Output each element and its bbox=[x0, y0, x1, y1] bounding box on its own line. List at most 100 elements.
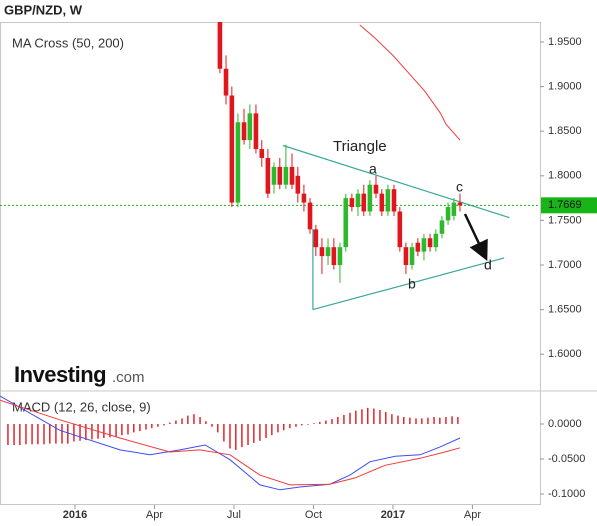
last-price-box bbox=[541, 197, 597, 214]
histogram-bar bbox=[283, 423, 285, 431]
arrow bbox=[463, 213, 488, 262]
annotation: d bbox=[484, 257, 492, 273]
histogram-bar bbox=[385, 412, 387, 424]
y-tick-label: 1.9000 bbox=[548, 80, 582, 92]
axes: 1.9500 1.9000 1.8500 1.8000 1.7500 1.7000 1.65… bbox=[63, 36, 597, 521]
histogram-bar bbox=[301, 423, 303, 426]
candle-body bbox=[433, 233, 439, 248]
histogram-bar bbox=[73, 423, 75, 442]
histogram-bar bbox=[121, 423, 123, 436]
histogram-bar bbox=[391, 414, 393, 424]
histogram-bar bbox=[271, 423, 273, 436]
candle-body bbox=[331, 247, 337, 266]
logo: Investing bbox=[14, 362, 106, 387]
y-tick-label: -0.1000 bbox=[548, 488, 585, 500]
histogram-bar bbox=[433, 416, 435, 424]
histogram-bar bbox=[217, 423, 219, 433]
histogram-bar bbox=[451, 416, 453, 424]
histogram-bar bbox=[247, 423, 249, 445]
plot-frame bbox=[0, 22, 541, 505]
histogram-bar bbox=[397, 415, 399, 424]
y-tick-label: 1.7000 bbox=[548, 259, 582, 271]
histogram-bar bbox=[85, 423, 87, 441]
candle-body bbox=[415, 242, 421, 252]
candle-body bbox=[385, 189, 391, 212]
candle-body bbox=[259, 149, 265, 158]
histogram-bar bbox=[373, 408, 375, 424]
histogram-bar bbox=[163, 423, 165, 426]
histogram-bar bbox=[151, 423, 153, 429]
candle-body bbox=[271, 166, 277, 185]
candle-body bbox=[403, 247, 409, 266]
y-tick-label: -0.0500 bbox=[548, 453, 585, 465]
histogram-bar bbox=[7, 423, 9, 445]
histogram-bar bbox=[193, 414, 195, 424]
x-tick-label: Apr bbox=[464, 509, 481, 521]
x-tick-label: 2016 bbox=[63, 509, 87, 521]
histogram-bar bbox=[445, 416, 447, 424]
price-panel bbox=[0, 22, 540, 311]
histogram-bar bbox=[181, 418, 183, 424]
histogram-bar bbox=[31, 423, 33, 445]
histogram-bar bbox=[139, 423, 141, 431]
candle-body bbox=[421, 238, 427, 252]
candle-body bbox=[349, 198, 355, 208]
histogram-bar bbox=[379, 409, 381, 424]
trendline bbox=[282, 144, 510, 219]
candle-body bbox=[379, 193, 385, 212]
signal-line bbox=[0, 399, 461, 486]
chart-title: GBP/NZD, W bbox=[4, 2, 83, 17]
annotation: c bbox=[456, 179, 463, 195]
candle-body bbox=[457, 202, 463, 206]
histogram-bar bbox=[199, 416, 201, 424]
histogram-bar bbox=[67, 423, 69, 444]
panel-label: MACD (12, 26, close, 9) bbox=[12, 399, 151, 414]
histogram-bar bbox=[19, 423, 21, 445]
candle-body bbox=[277, 166, 283, 185]
candle-body bbox=[325, 247, 331, 257]
histogram-bar bbox=[127, 423, 129, 435]
histogram-bar bbox=[331, 419, 333, 424]
candle-body bbox=[337, 247, 343, 266]
histogram-bar bbox=[133, 423, 135, 433]
candle-body bbox=[313, 229, 319, 248]
y-tick-label: 1.6000 bbox=[548, 348, 582, 360]
histogram-bar bbox=[343, 414, 345, 424]
x-tick-label: Jul bbox=[227, 509, 241, 521]
macd-line bbox=[0, 395, 461, 491]
histogram-bar bbox=[241, 423, 243, 448]
histogram-bar bbox=[421, 418, 423, 424]
histogram-bar bbox=[103, 423, 105, 438]
histogram-bar bbox=[403, 416, 405, 424]
histogram-bar bbox=[277, 423, 279, 433]
candle-body bbox=[367, 184, 373, 212]
candle-body bbox=[397, 211, 403, 248]
histogram-bar bbox=[259, 423, 261, 441]
candle-body bbox=[427, 238, 433, 248]
histogram-bar bbox=[409, 417, 411, 424]
candle-body bbox=[361, 193, 367, 212]
histogram-bar bbox=[91, 423, 93, 440]
histogram-bar bbox=[313, 423, 315, 424]
candle-body bbox=[295, 175, 301, 194]
candle-body bbox=[319, 247, 325, 257]
histogram-bar bbox=[49, 423, 51, 444]
histogram-bar bbox=[25, 423, 27, 445]
candle-body bbox=[253, 113, 259, 150]
y-tick-label: 1.8000 bbox=[548, 170, 582, 182]
x-tick-label: 2017 bbox=[381, 509, 405, 521]
histogram-bar bbox=[367, 407, 369, 424]
candle-body bbox=[391, 189, 397, 212]
histogram-bar bbox=[13, 423, 15, 445]
histogram-bar bbox=[319, 421, 321, 424]
histogram-bar bbox=[337, 416, 339, 424]
histogram-bar bbox=[361, 409, 363, 424]
annotation: Triangle bbox=[333, 138, 387, 155]
histogram-bar bbox=[187, 415, 189, 424]
candle-body bbox=[355, 193, 361, 208]
histogram-bar bbox=[265, 423, 267, 438]
x-tick-label: Oct bbox=[305, 509, 322, 521]
histogram-bar bbox=[229, 423, 231, 449]
x-tick-label: Apr bbox=[146, 509, 163, 521]
